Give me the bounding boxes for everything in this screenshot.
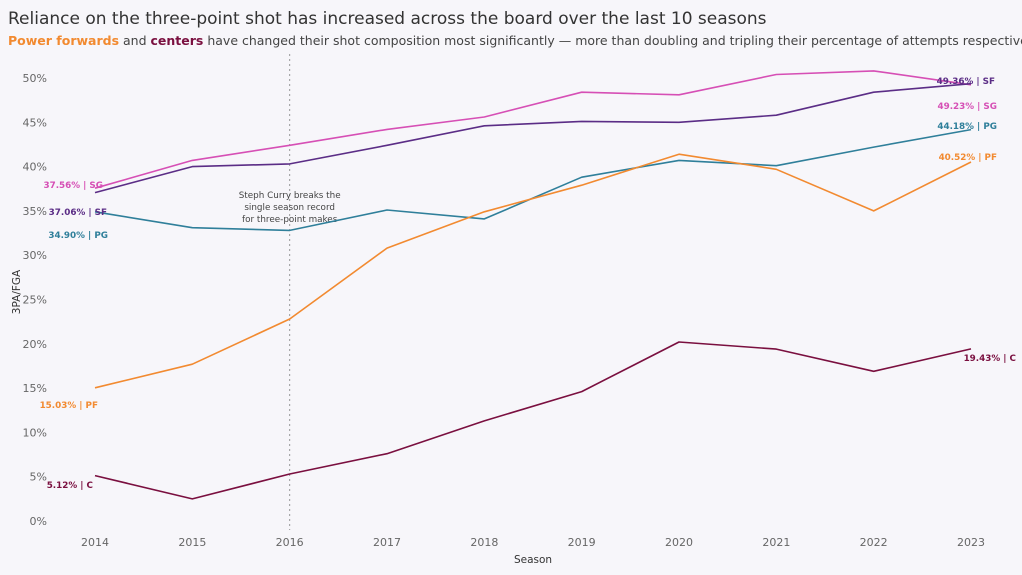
x-tick-label: 2019 — [568, 536, 596, 549]
first-value-label-pf: 15.03% | PF — [40, 401, 98, 411]
last-value-label-sf: 49.36% | SF — [937, 77, 995, 87]
annotation-text: single season record — [244, 203, 335, 213]
subtitle-centers: centers — [150, 33, 204, 48]
series-line-pg — [94, 128, 972, 232]
x-tick-label: 2015 — [178, 536, 206, 549]
x-tick-label: 2016 — [276, 536, 304, 549]
x-axis-ticks: 2014 2015 2016 2017 2018 2019 2020 2021 2022 2023 — [81, 536, 985, 549]
subtitle-power-forwards: Power forwards — [8, 33, 120, 48]
subtitle-and: and — [119, 33, 151, 48]
x-tick-label: 2023 — [957, 536, 985, 549]
series-line-sf — [94, 82, 972, 194]
x-tick-label: 2017 — [373, 536, 401, 549]
chart-title: Reliance on the three-point shot has inc… — [8, 9, 767, 29]
first-value-label-sg: 37.56% | SG — [43, 181, 103, 191]
chart-subtitle: Power forwards and centers have changed … — [8, 33, 1022, 48]
series-labels: 37.56% | SG 49.23% | SG 37.06% | SF 49.36% … — [40, 77, 1016, 491]
y-tick-label: 40% — [23, 161, 47, 174]
x-tick-label: 2021 — [762, 536, 790, 549]
y-axis-title: 3PA/FGA — [11, 269, 23, 314]
last-value-label-pg: 44.18% | PG — [937, 122, 997, 132]
y-tick-label: 50% — [23, 72, 47, 85]
subtitle-rest: have changed their shot composition most… — [203, 33, 1022, 48]
series-lines — [94, 70, 972, 500]
y-tick-label: 35% — [23, 205, 47, 218]
y-tick-label: 5% — [30, 471, 47, 484]
x-axis-title: Season — [514, 554, 552, 566]
series-line-c — [94, 341, 972, 500]
last-value-label-pf: 40.52% | PF — [939, 153, 997, 163]
y-tick-label: 20% — [23, 338, 47, 351]
y-tick-label: 45% — [23, 116, 47, 129]
last-value-label-sg: 49.23% | SG — [937, 102, 997, 112]
x-tick-label: 2022 — [860, 536, 888, 549]
y-tick-label: 25% — [23, 294, 47, 307]
x-tick-label: 2018 — [470, 536, 498, 549]
y-tick-label: 0% — [30, 515, 47, 528]
first-value-label-c: 5.12% | C — [47, 481, 93, 491]
y-tick-label: 15% — [23, 382, 47, 395]
last-value-label-c: 19.43% | C — [964, 354, 1016, 364]
series-line-pf — [94, 153, 972, 389]
annotation-text: for three-point makes — [242, 215, 338, 225]
y-tick-label: 10% — [23, 426, 47, 439]
annotation: Steph Curry breaks the single season reco… — [239, 54, 341, 530]
first-value-label-sf: 37.06% | SF — [49, 208, 107, 218]
first-value-label-pg: 34.90% | PG — [48, 231, 108, 241]
y-axis-ticks: 0% 5% 10% 15% 20% 25% 30% 35% 40% 45% 50% — [23, 72, 47, 528]
series-line-sg — [94, 70, 972, 189]
annotation-text: Steph Curry breaks the — [239, 191, 341, 201]
x-tick-label: 2020 — [665, 536, 693, 549]
x-tick-label: 2014 — [81, 536, 109, 549]
y-tick-label: 30% — [23, 249, 47, 262]
